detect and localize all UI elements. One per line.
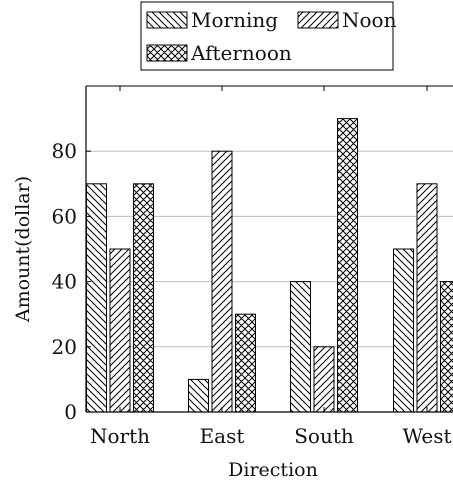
y-tick-label: 0 bbox=[64, 400, 77, 424]
legend-label-morning: Morning bbox=[191, 8, 278, 32]
legend-label-afternoon: Afternoon bbox=[190, 41, 292, 65]
x-axis-title: Direction bbox=[228, 459, 318, 481]
bar-noon-west bbox=[416, 183, 438, 412]
bar-afternoon-east bbox=[235, 313, 256, 412]
bars-group bbox=[86, 118, 453, 412]
bar-noon-east bbox=[211, 150, 233, 412]
legend-label-noon: Noon bbox=[342, 8, 397, 32]
bar-morning-south bbox=[290, 281, 311, 412]
y-axis-title: Amount(dollar) bbox=[12, 176, 34, 323]
bar-noon-north bbox=[109, 248, 131, 412]
axes bbox=[85, 85, 453, 413]
y-tick-label: 80 bbox=[52, 139, 77, 163]
y-tick-label: 60 bbox=[52, 204, 77, 228]
tick-labels: 0 20 40 60 80 North East South West bbox=[52, 139, 452, 448]
x-tick-label: West bbox=[402, 424, 451, 448]
legend-swatch-afternoon bbox=[146, 44, 188, 62]
x-tick-label: East bbox=[200, 424, 245, 448]
x-tick-label: North bbox=[90, 424, 150, 448]
y-tick-label: 40 bbox=[52, 270, 77, 294]
bar-morning-east bbox=[188, 378, 209, 412]
y-tick-label: 20 bbox=[52, 335, 77, 359]
x-tick-label: South bbox=[294, 424, 354, 448]
bar-noon-south bbox=[313, 346, 335, 412]
legend-swatch-morning bbox=[146, 11, 188, 29]
bar-afternoon-west bbox=[440, 281, 453, 412]
bar-morning-north bbox=[86, 183, 107, 412]
legend: Morning Noon Afternoon bbox=[140, 1, 397, 71]
bar-afternoon-south bbox=[337, 118, 358, 412]
legend-swatch-noon bbox=[297, 11, 339, 29]
bar-afternoon-north bbox=[133, 183, 154, 412]
bar-morning-west bbox=[393, 248, 414, 412]
